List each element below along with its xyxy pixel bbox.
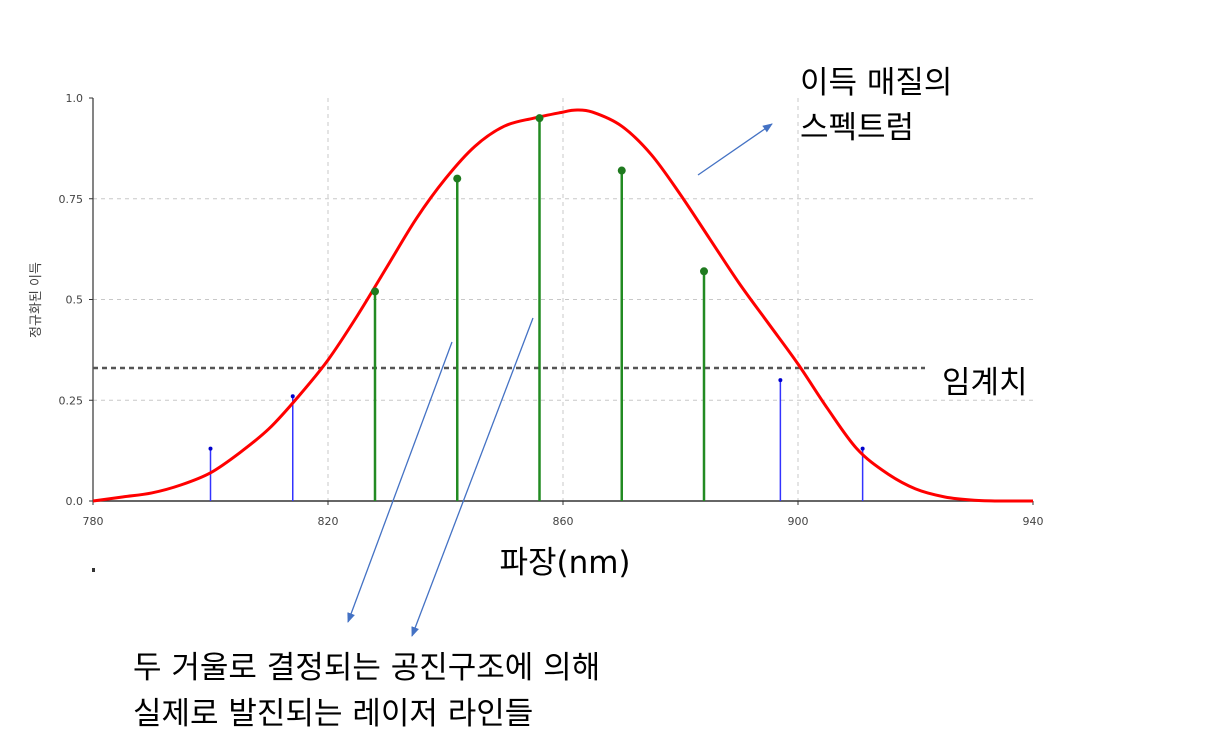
green-line-tip [535, 114, 544, 123]
threshold-label: 임계치 [942, 365, 1028, 401]
tick-labels: 780 820 860 900 940 0.0 0.25 0.5 0.75 1.0 [59, 92, 1044, 528]
x-axis-label: 파장(nm) [499, 545, 630, 581]
lasing-lines [371, 114, 708, 501]
spectrum-label-line1: 이득 매질의 [800, 65, 952, 101]
y-axis-label: 정규화된 이득 [29, 262, 44, 338]
x-tick-label: 900 [788, 515, 809, 528]
y-tick-label: 0.25 [59, 394, 84, 407]
y-tick-label: 0.0 [66, 495, 84, 508]
cavity-arrow-right [411, 317, 534, 637]
green-line-tip [617, 166, 626, 175]
x-tick-label: 780 [83, 515, 104, 528]
y-tick-label: 0.5 [66, 294, 84, 307]
spectrum-label-line2: 스펙트럼 [800, 110, 914, 146]
stray-dot [92, 568, 95, 572]
y-tick-label: 1.0 [66, 92, 84, 105]
cavity-arrow-left [347, 341, 453, 623]
cavity-label-line1: 두 거울로 결정되는 공진구조에 의해 [133, 650, 600, 686]
blue-line-tip [860, 446, 865, 451]
green-line-tip [453, 174, 462, 183]
x-tick-label: 860 [553, 515, 574, 528]
lines-below-threshold [208, 378, 865, 501]
grid-lines [93, 98, 1033, 501]
green-line-tip [700, 267, 708, 276]
spectrum-arrow [697, 123, 773, 176]
green-line-tip [371, 287, 379, 296]
blue-line-tip [208, 446, 213, 451]
gain-curve [92, 108, 1034, 503]
blue-line-tip [290, 394, 295, 399]
cavity-label-line2: 실제로 발진되는 레이저 라인들 [133, 696, 533, 732]
x-tick-label: 940 [1023, 515, 1044, 528]
axes [89, 97, 1034, 505]
blue-line-tip [778, 378, 783, 383]
y-tick-label: 0.75 [59, 193, 84, 206]
x-tick-label: 820 [318, 515, 339, 528]
